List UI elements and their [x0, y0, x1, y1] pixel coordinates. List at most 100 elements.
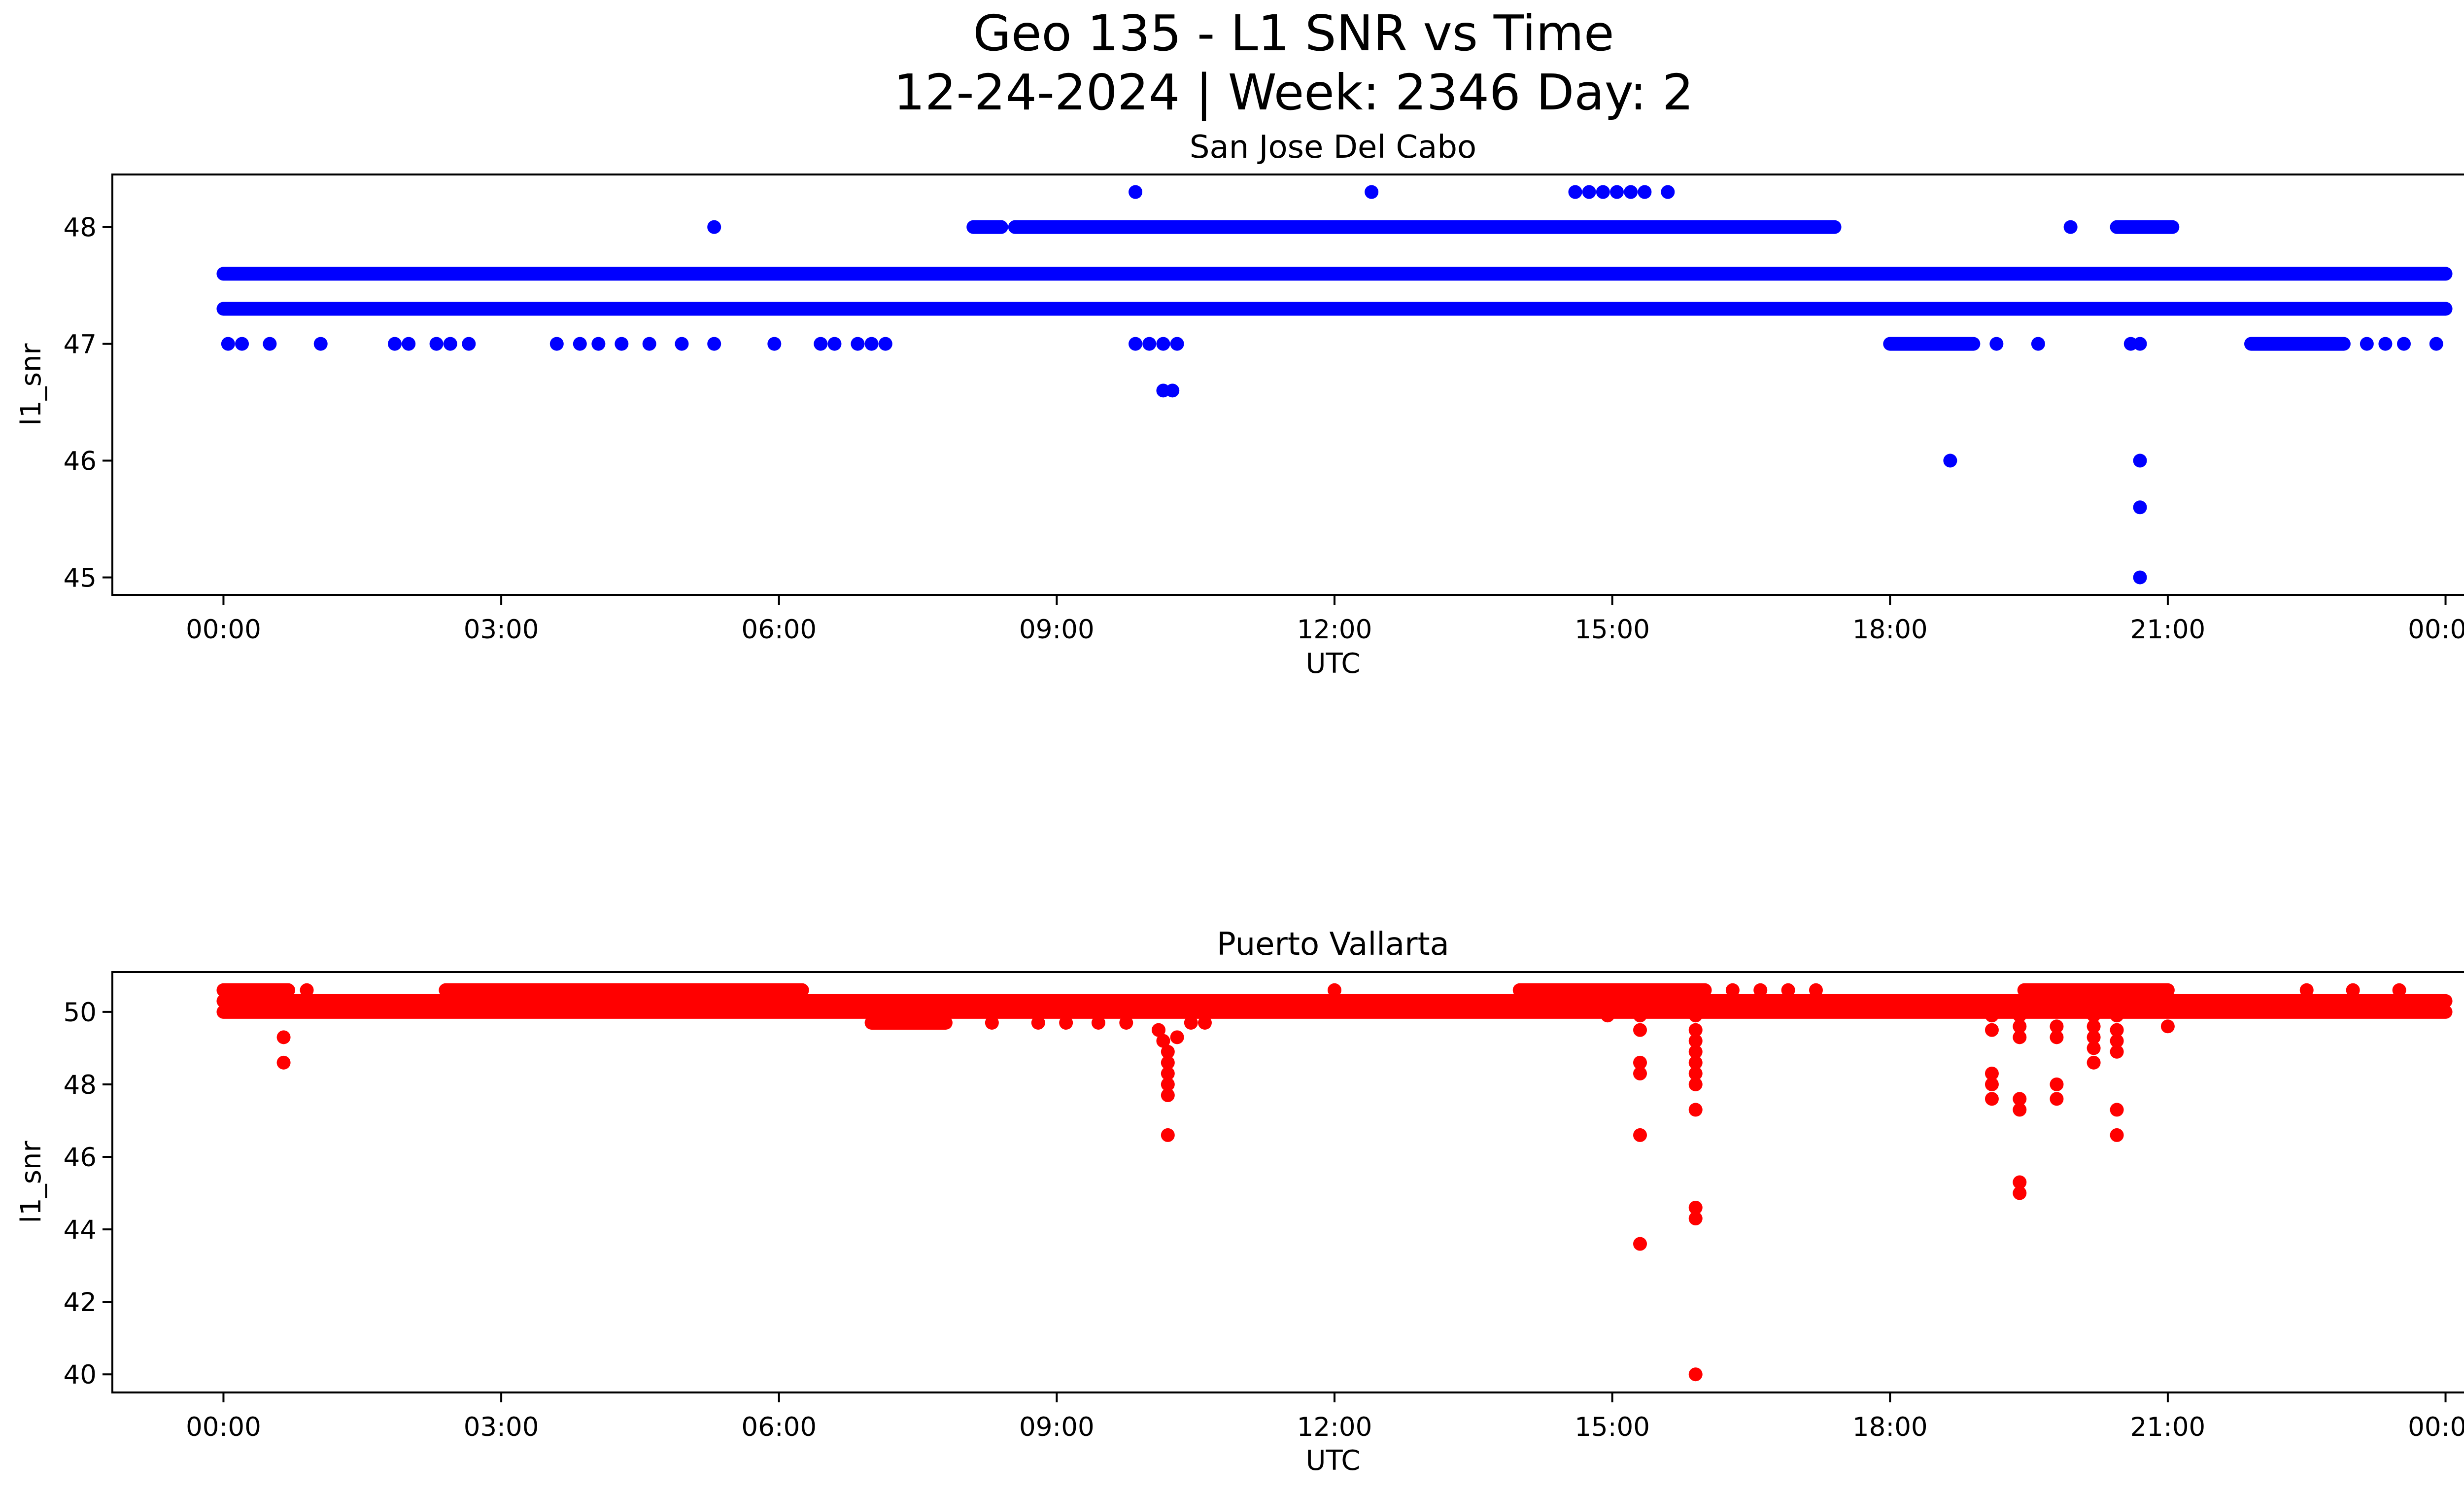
- x-tick-label: 21:00: [2130, 615, 2206, 645]
- data-point-25: [1633, 1128, 1647, 1142]
- data-point-51: [2013, 1103, 2027, 1117]
- data-point-58: [2087, 1008, 2101, 1023]
- data-point-28: [1688, 1023, 1703, 1037]
- data-point-4: [388, 337, 402, 351]
- data-point-19: [851, 337, 865, 351]
- data-point-47: [1438, 302, 1453, 316]
- scatter-points-group: [216, 185, 2453, 585]
- y-tick-label: 45: [64, 563, 97, 593]
- data-point-64: [2110, 1023, 2124, 1037]
- scatter-points-group: [216, 983, 2453, 1382]
- data-point-2: [263, 337, 277, 351]
- x-tick-label: 09:00: [1019, 1412, 1095, 1442]
- data-point-44: [1985, 1066, 1999, 1080]
- y-tick-label: 47: [64, 330, 97, 360]
- y-axis-label: l1_snr: [15, 343, 47, 426]
- data-point-72: [2392, 983, 2406, 997]
- y-axis: 45 46 47 48: [64, 213, 112, 593]
- data-point-1: [276, 1055, 291, 1070]
- data-point-18: [827, 337, 842, 351]
- data-point-34: [1688, 1103, 1703, 1117]
- data-point-35: [1688, 1200, 1703, 1215]
- data-point-24: [1633, 1066, 1647, 1080]
- data-point-23: [1633, 1055, 1647, 1070]
- data-point-6: [429, 337, 444, 351]
- data-point-68: [2110, 1128, 2124, 1142]
- subplot-san-jose-del-cabo: San Jose Del Cabo 00:00 03:00 06:00 09:00 12…: [15, 129, 2464, 680]
- figure-title-line2: 12-24-2024 | Week: 2346 Day: 2: [893, 64, 1693, 121]
- data-point-47: [2013, 1008, 2027, 1023]
- data-point-46: [1411, 302, 1425, 316]
- data-point-51: [1790, 302, 1805, 316]
- data-point-17: [814, 337, 828, 351]
- figure-title-line1: Geo 135 - L1 SNR vs Time: [973, 4, 1614, 62]
- data-point-32: [1129, 337, 1143, 351]
- data-point-39: [1753, 983, 1768, 997]
- data-point-56: [2360, 337, 2374, 351]
- y-tick-label: 40: [64, 1360, 97, 1390]
- data-point-25: [1568, 185, 1582, 199]
- data-point-29: [1688, 1034, 1703, 1048]
- data-point-70: [2299, 983, 2314, 997]
- data-point-56: [2050, 1077, 2064, 1091]
- data-point-16: [767, 337, 782, 351]
- data-point-5: [402, 337, 416, 351]
- data-point-9: [1198, 1015, 1212, 1030]
- x-tick-label: 06:00: [741, 1412, 817, 1442]
- data-point-10: [1152, 1023, 1166, 1037]
- y-tick-label: 46: [64, 1143, 97, 1173]
- data-point-26: [1582, 185, 1596, 199]
- data-point-61: [1943, 453, 1957, 468]
- x-axis-label: UTC: [1305, 1445, 1360, 1477]
- data-point-38: [1725, 983, 1740, 997]
- data-point-24: [1365, 185, 1379, 199]
- data-point-52: [2013, 1175, 2027, 1189]
- data-point-37: [1688, 1367, 1703, 1382]
- data-point-55: [2133, 337, 2147, 351]
- data-point-38: [1003, 302, 1018, 316]
- x-tick-label: 00:00: [2408, 1412, 2464, 1442]
- data-point-14: [1161, 1066, 1175, 1080]
- data-point-39: [1027, 302, 1041, 316]
- data-point-42: [1105, 302, 1120, 316]
- x-tick-label: 03:00: [464, 615, 539, 645]
- data-point-31: [1661, 185, 1675, 199]
- data-point-30: [1688, 1044, 1703, 1059]
- data-point-15: [1161, 1077, 1175, 1091]
- data-point-53: [2013, 1186, 2027, 1200]
- data-point-69: [2160, 1019, 2175, 1034]
- data-point-40: [1050, 302, 1064, 316]
- y-axis-label: l1_snr: [15, 1141, 47, 1223]
- data-point-57: [2378, 337, 2393, 351]
- data-point-20: [864, 337, 879, 351]
- data-point-28: [1610, 185, 1624, 199]
- data-point-61: [2087, 1041, 2101, 1055]
- x-axis: 00:00 03:00 06:00 09:00 12:00 15:00 18:00 21:00…: [186, 595, 2464, 645]
- data-point-50: [2013, 1092, 2027, 1106]
- data-point-36: [1688, 1212, 1703, 1226]
- data-point-29: [1624, 185, 1638, 199]
- x-tick-label: 00:00: [186, 615, 261, 645]
- data-point-65: [2110, 1034, 2124, 1048]
- x-tick-label: 18:00: [1852, 1412, 1928, 1442]
- data-point-18: [1170, 1030, 1184, 1044]
- data-point-7: [443, 337, 457, 351]
- data-point-17: [1161, 1128, 1175, 1142]
- data-point-59: [2429, 337, 2443, 351]
- data-point-60: [2087, 1030, 2101, 1044]
- y-tick-label: 46: [64, 447, 97, 477]
- data-point-49: [2013, 1030, 2027, 1044]
- data-point-32: [1688, 1066, 1703, 1080]
- data-point-1: [235, 337, 249, 351]
- data-point-60: [2063, 220, 2078, 234]
- data-point-13: [642, 337, 656, 351]
- data-point-40: [1781, 983, 1795, 997]
- data-point-62: [2133, 453, 2147, 468]
- data-point-3: [313, 337, 328, 351]
- data-point-55: [2050, 1030, 2064, 1044]
- x-tick-label: 00:00: [2408, 615, 2464, 645]
- subplot-puerto-vallarta: Puerto Vallarta 00:00 03:00 06:00 09:00 12:0…: [15, 926, 2464, 1477]
- data-point-66: [2110, 1044, 2124, 1059]
- data-point-53: [2031, 337, 2045, 351]
